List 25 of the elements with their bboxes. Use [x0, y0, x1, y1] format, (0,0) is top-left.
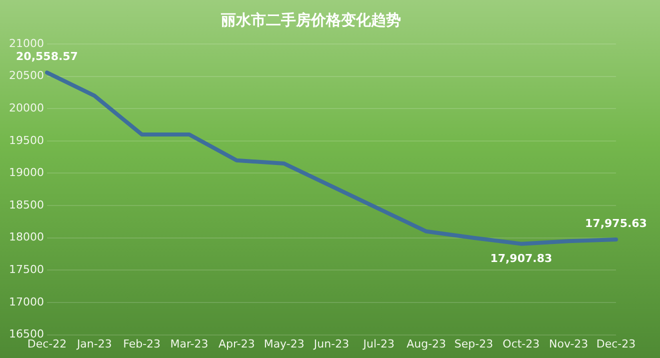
data-label: 17,975.63 [585, 216, 647, 230]
x-tick-label: Oct-23 [502, 337, 540, 350]
y-tick-label: 20500 [8, 69, 44, 82]
data-label: 17,907.83 [490, 252, 552, 266]
y-tick-label: 21000 [8, 36, 44, 50]
x-tick-label: Jan-23 [76, 337, 112, 350]
y-tick-label: 18500 [8, 198, 44, 212]
x-tick-label: Sep-23 [454, 337, 494, 350]
x-tick-label: Feb-23 [123, 337, 161, 350]
y-tick-label: 17500 [8, 263, 44, 276]
y-tick-label: 19500 [8, 134, 44, 147]
y-tick-label: 18000 [8, 230, 44, 244]
y-tick-label: 20000 [8, 101, 44, 114]
x-tick-label: Apr-23 [218, 337, 255, 350]
x-tick-label: Jun-23 [312, 337, 350, 350]
x-tick-label: Jul-23 [362, 337, 395, 350]
y-tick-label: 19000 [8, 166, 44, 180]
x-tick-label: Nov-23 [549, 337, 588, 350]
x-tick-label: Mar-23 [170, 337, 208, 350]
x-tick-label: May-23 [264, 337, 304, 350]
chart-title: 丽水市二手房价格变化趋势 [220, 10, 401, 29]
y-tick-label: 17000 [8, 295, 44, 308]
x-tick-label: Dec-23 [596, 337, 636, 350]
data-label: 20,558.57 [16, 50, 78, 63]
x-tick-label: Aug-23 [406, 337, 446, 350]
